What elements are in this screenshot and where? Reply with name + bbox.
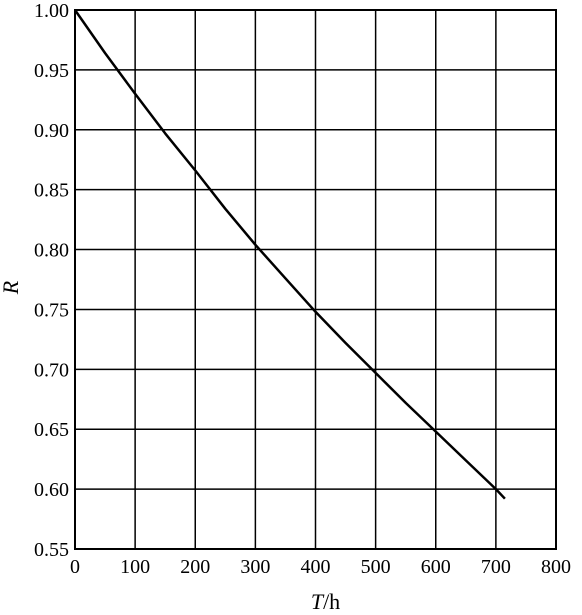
y-tick-label: 0.90 — [34, 120, 69, 142]
x-axis-label-unit: /h — [323, 589, 340, 614]
x-tick-label: 200 — [180, 556, 210, 578]
x-tick-label: 100 — [120, 556, 150, 578]
y-tick-labels: 0.55 0.60 0.65 0.70 0.75 0.80 0.85 0.90 0.95 1.00 — [34, 0, 69, 561]
x-tick-label: 300 — [240, 556, 270, 578]
y-tick-label: 0.65 — [34, 419, 69, 441]
series-line — [73, 9, 506, 500]
grid — [75, 10, 556, 549]
x-tick-label: 700 — [481, 556, 511, 578]
plot-frame — [74, 9, 557, 550]
x-tick-label: 0 — [70, 556, 80, 578]
y-tick-label: 1.00 — [34, 0, 69, 22]
y-tick-label: 0.85 — [34, 180, 69, 202]
x-axis-label: T/h — [311, 589, 340, 614]
x-tick-label: 400 — [301, 556, 331, 578]
x-tick-labels: 0 100 200 300 400 500 600 700 800 — [70, 556, 571, 578]
y-tick-label: 0.80 — [34, 240, 69, 262]
x-tick-label: 500 — [361, 556, 391, 578]
y-tick-label: 0.95 — [34, 60, 69, 82]
y-axis-label: R — [0, 280, 23, 295]
y-tick-label: 0.70 — [34, 359, 69, 381]
y-tick-label: 0.75 — [34, 299, 69, 321]
x-axis-label-symbol: T — [311, 589, 325, 614]
series-layer — [73, 9, 506, 500]
x-tick-label: 600 — [421, 556, 451, 578]
y-tick-label: 0.60 — [34, 479, 69, 501]
y-tick-label: 0.55 — [34, 539, 69, 561]
x-tick-label: 800 — [541, 556, 571, 578]
